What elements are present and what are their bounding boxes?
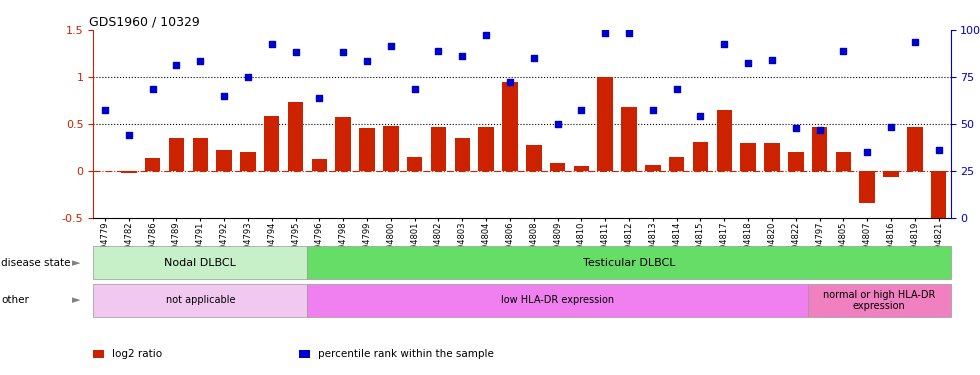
Bar xyxy=(312,159,327,171)
Bar xyxy=(836,152,852,171)
Point xyxy=(407,86,422,92)
Text: other: other xyxy=(1,296,28,305)
Bar xyxy=(716,110,732,171)
Text: percentile rank within the sample: percentile rank within the sample xyxy=(318,349,493,359)
Bar xyxy=(192,138,208,171)
Bar xyxy=(360,128,374,171)
Point xyxy=(97,106,113,112)
Text: low HLA-DR expression: low HLA-DR expression xyxy=(501,296,614,305)
Bar xyxy=(288,102,303,171)
Point xyxy=(764,57,780,63)
Point xyxy=(192,58,208,64)
Point xyxy=(264,41,279,47)
Point xyxy=(550,121,565,127)
Bar xyxy=(883,171,899,177)
Point xyxy=(573,106,589,112)
Point xyxy=(169,62,184,68)
Text: ►: ► xyxy=(72,296,80,305)
Point xyxy=(240,74,256,80)
Bar xyxy=(598,77,612,171)
Bar xyxy=(478,127,494,171)
Bar xyxy=(217,150,232,171)
Point xyxy=(526,55,542,61)
Point xyxy=(859,149,875,155)
Bar xyxy=(811,127,827,171)
Bar xyxy=(145,158,161,171)
Point xyxy=(716,41,732,47)
Bar xyxy=(645,165,661,171)
Point xyxy=(288,49,304,55)
Point xyxy=(883,124,899,130)
Text: disease state: disease state xyxy=(1,258,71,268)
Bar xyxy=(931,171,947,222)
Point xyxy=(836,48,852,54)
Point xyxy=(383,43,399,49)
Point xyxy=(693,113,709,119)
Text: normal or high HLA-DR
expression: normal or high HLA-DR expression xyxy=(823,290,935,311)
Point xyxy=(907,39,923,45)
Text: GDS1960 / 10329: GDS1960 / 10329 xyxy=(89,16,200,29)
Bar xyxy=(169,138,184,171)
Bar xyxy=(383,126,399,171)
Point xyxy=(788,125,804,132)
Text: ►: ► xyxy=(72,258,80,268)
Point xyxy=(811,128,827,134)
Bar xyxy=(693,142,709,171)
Point xyxy=(931,147,947,153)
Bar xyxy=(550,163,565,171)
Bar xyxy=(240,152,256,171)
Point xyxy=(121,132,136,138)
Text: not applicable: not applicable xyxy=(166,296,235,305)
Bar xyxy=(741,142,756,171)
Text: Nodal DLBCL: Nodal DLBCL xyxy=(165,258,236,268)
Bar xyxy=(264,116,279,171)
Point xyxy=(145,86,161,92)
Bar xyxy=(335,117,351,171)
Bar xyxy=(502,82,517,171)
Bar xyxy=(669,157,684,171)
Bar xyxy=(907,127,922,171)
Point xyxy=(455,53,470,59)
Bar xyxy=(764,142,780,171)
Point xyxy=(598,30,613,36)
Bar xyxy=(526,146,542,171)
Point xyxy=(335,49,351,55)
Text: Testicular DLBCL: Testicular DLBCL xyxy=(583,258,675,268)
Point xyxy=(645,106,661,112)
Point xyxy=(217,93,232,99)
Point xyxy=(502,79,517,85)
Point xyxy=(740,60,756,66)
Point xyxy=(478,32,494,38)
Bar xyxy=(431,127,446,171)
Text: log2 ratio: log2 ratio xyxy=(112,349,162,359)
Bar xyxy=(122,171,136,172)
Bar xyxy=(455,138,470,171)
Point xyxy=(360,58,375,64)
Bar xyxy=(788,152,804,171)
Point xyxy=(668,86,684,92)
Point xyxy=(312,96,327,102)
Bar xyxy=(407,157,422,171)
Point xyxy=(621,30,637,36)
Bar xyxy=(573,166,589,171)
Bar xyxy=(621,107,637,171)
Point xyxy=(430,48,446,54)
Bar xyxy=(859,171,875,203)
